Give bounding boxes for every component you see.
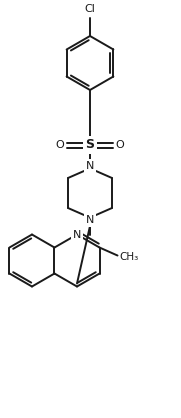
Text: O: O xyxy=(116,140,124,150)
Text: N: N xyxy=(73,229,81,240)
Text: N: N xyxy=(86,161,94,171)
Text: N: N xyxy=(86,215,94,225)
Text: O: O xyxy=(56,140,64,150)
Text: Cl: Cl xyxy=(85,4,95,14)
Text: S: S xyxy=(85,138,94,151)
Text: CH₃: CH₃ xyxy=(119,252,139,262)
